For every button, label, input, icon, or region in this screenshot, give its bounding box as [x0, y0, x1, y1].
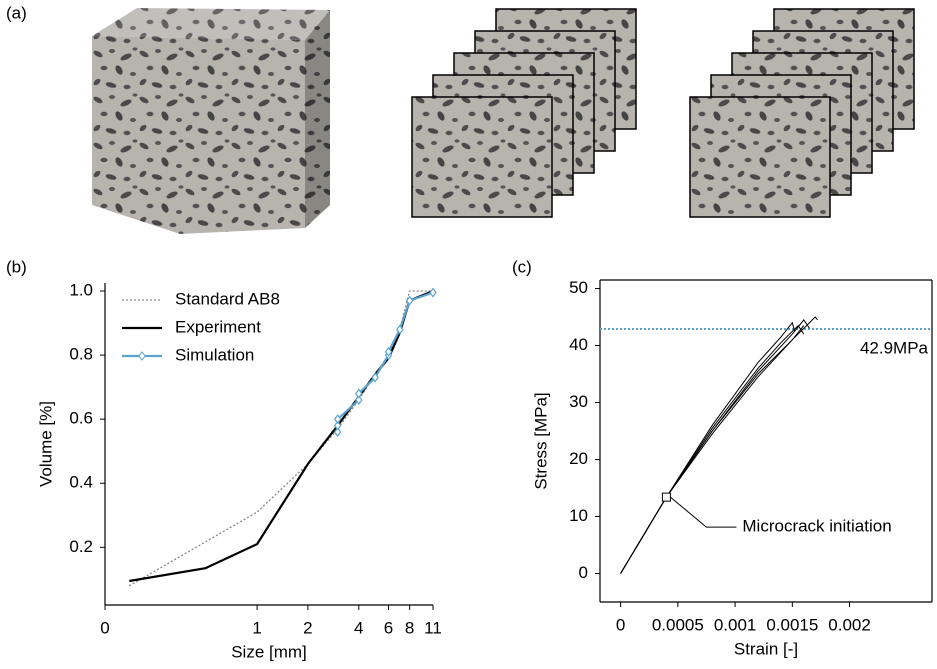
annotation-marker: [661, 492, 671, 502]
y-tick-label: 0.8: [69, 345, 93, 364]
series-line: [620, 325, 805, 574]
panel-label: (c): [512, 257, 532, 276]
slice: [689, 96, 831, 218]
y-axis-label: Volume [%]: [36, 401, 55, 487]
x-tick-label: 0.0005: [652, 615, 704, 634]
annotation-connector: [670, 496, 737, 528]
reference-label: 42.9MPa: [860, 338, 929, 357]
marker: [405, 295, 414, 306]
y-tick-label: 10: [569, 506, 588, 525]
annotation-label: Microcrack initiation: [742, 517, 891, 536]
marker: [333, 420, 342, 431]
cube: [92, 8, 330, 234]
y-tick-label: 0.6: [69, 409, 93, 428]
x-axis-label: Strain [-]: [734, 639, 798, 658]
marker: [333, 414, 342, 425]
marker: [333, 426, 342, 437]
y-tick-label: 20: [569, 449, 588, 468]
slice-stacks: [411, 8, 915, 218]
slice: [411, 96, 553, 218]
x-tick-label: 6: [384, 618, 393, 637]
x-tick-label: 1: [252, 618, 261, 637]
x-tick-label: 0.0015: [766, 615, 818, 634]
x-axis-label: Size [mm]: [231, 642, 307, 661]
panel-label: (a): [6, 3, 27, 22]
panel-label: (b): [6, 257, 27, 276]
x-tick-label: 0: [100, 618, 109, 637]
marker: [355, 394, 363, 405]
y-tick-label: 30: [569, 392, 588, 411]
y-tick-label: 50: [569, 278, 588, 297]
cube-right: [305, 10, 330, 228]
cube-front: [92, 36, 305, 234]
y-tick-label: 0.4: [69, 473, 93, 492]
x-tick-label: 0: [616, 615, 625, 634]
x-tick-label: 0.001: [714, 615, 757, 634]
x-tick-label: 4: [354, 618, 363, 637]
marker: [355, 388, 363, 399]
x-tick-label: 8: [405, 618, 414, 637]
y-tick-label: 1.0: [69, 280, 93, 299]
series-line: [620, 324, 805, 574]
marker: [384, 346, 393, 357]
marker: [429, 287, 437, 298]
x-tick-label: 0.002: [828, 615, 871, 634]
y-tick-label: 40: [569, 335, 588, 354]
legend-label: Experiment: [175, 317, 261, 336]
x-tick-label: 2: [303, 618, 312, 637]
y-tick-label: 0.2: [69, 537, 93, 556]
marker: [396, 324, 404, 335]
legend-label: Simulation: [175, 345, 254, 364]
y-axis-label: Stress [MPa]: [531, 392, 550, 489]
series-line: [336, 291, 434, 432]
x-tick-label: 11: [424, 618, 442, 637]
cube-top: [92, 8, 330, 40]
series-line: [128, 290, 433, 587]
legend-marker: [138, 351, 146, 361]
y-tick-label: 0: [579, 563, 588, 582]
marker: [371, 372, 379, 383]
legend-label: Standard AB8: [175, 289, 280, 308]
